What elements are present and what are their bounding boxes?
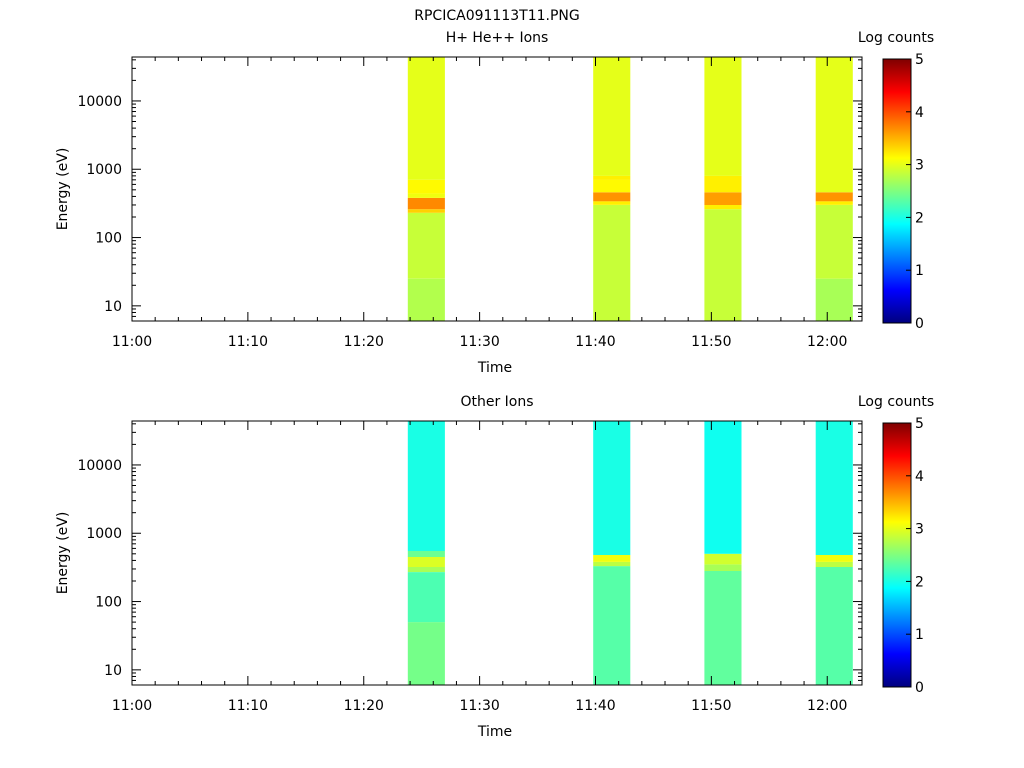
colorbar-tick-label: 2 [915,210,924,226]
spectrogram-cell [593,421,631,555]
y-tick-label: 10000 [77,458,122,474]
spectrogram-cell [407,572,445,623]
y-tick-label: 10 [104,663,122,679]
colorbar-tick-label: 3 [915,158,924,174]
x-tick-label: 11:00 [112,334,152,350]
spectrogram-cell [815,561,853,567]
spectrogram-cell [407,622,445,685]
spectrogram-cell [704,553,742,565]
spectrogram-cell [704,192,742,205]
x-tick-label: 11:50 [691,334,731,350]
x-tick-label: 11:20 [344,698,384,714]
colorbar-tick-label: 0 [915,680,924,696]
x-tick-label: 11:50 [691,698,731,714]
panel-other-ions: 11:00 11:10 11:20 11:30 11:40 11:50 12:0010100… [55,394,934,740]
spectrogram-cell [593,192,631,202]
colorbar [882,422,912,688]
spectrogram-cell [593,175,631,180]
y-tick-label: 10 [104,299,122,315]
spectrogram-cell [593,561,631,567]
spectrogram-cells [407,57,853,321]
spectrogram-cell [704,209,742,321]
spectrogram-cell [704,175,742,193]
colorbar-tick-label: 4 [915,469,924,485]
spectrogram-cell [407,193,445,198]
x-tick-label: 11:40 [575,334,615,350]
spectrogram-cell [407,57,445,180]
colorbar-tick-label: 5 [915,52,924,68]
x-tick-label: 12:00 [807,698,847,714]
spectrogram-cell [407,551,445,557]
spectrogram-cell [593,57,631,176]
x-tick-label: 11:10 [228,334,268,350]
spectrogram-cell [407,212,445,279]
x-tick-label: 11:00 [112,698,152,714]
colorbar-label: Log counts [858,30,934,46]
y-tick-label: 1000 [86,526,122,542]
spectrogram-cell [407,179,445,194]
x-tick-label: 11:30 [459,334,499,350]
panel-h-he-ions: 11:00 11:10 11:20 11:30 11:40 11:50 12:0010100… [55,30,934,376]
y-tick-label: 10000 [77,94,122,110]
spectrogram-cell [815,421,853,555]
spectrogram-cell [815,555,853,562]
colorbar-tick-label: 1 [915,627,924,643]
spectrogram-cells [407,421,853,685]
spectrogram-cell [815,567,853,685]
spectrogram-cell [593,566,631,685]
spectrogram-cell [704,205,742,210]
spectrogram-cell [407,278,445,321]
spectrogram-cell [815,192,853,202]
colorbar [882,58,912,324]
panel-title: H+ He++ Ions [446,30,549,46]
x-axis-label: Time [477,724,512,740]
colorbar-tick-label: 1 [915,263,924,279]
colorbar-tick-label: 5 [915,416,924,432]
spectrogram-cell [593,201,631,205]
colorbar-tick-label: 0 [915,316,924,332]
spectrogram-cell [593,205,631,321]
y-tick-label: 1000 [86,162,122,178]
y-tick-label: 100 [95,231,122,247]
colorbar-tick-label: 3 [915,522,924,538]
y-axis-label: Energy (eV) [55,148,71,231]
x-tick-label: 11:10 [228,698,268,714]
x-tick-label: 11:20 [344,334,384,350]
spectrogram-cell [407,197,445,210]
spectrogram-cell [704,564,742,571]
x-tick-label: 12:00 [807,334,847,350]
colorbar-label: Log counts [858,394,934,410]
y-axis-label: Energy (eV) [55,512,71,595]
panel-title: Other Ions [460,394,533,410]
spectrogram-cell [407,567,445,572]
x-axis-label: Time [477,360,512,376]
x-tick-label: 11:30 [459,698,499,714]
spectrogram-cell [815,278,853,321]
y-tick-label: 100 [95,595,122,611]
spectrogram-cell [407,209,445,213]
page-title: RPCICA091113T11.PNG [414,8,579,24]
spectrogram-cell [815,201,853,205]
spectrogram-cell [407,421,445,551]
spectrogram-cell [704,571,742,685]
spectrogram-cell [593,179,631,193]
spectrogram-cell [704,57,742,176]
spectrogram-cell [704,421,742,554]
colorbar-tick-label: 2 [915,574,924,590]
spectrogram-cell [593,555,631,562]
spectrogram-cell [407,556,445,567]
spectrogram-cell [815,205,853,279]
plot-frame [131,420,863,686]
colorbar-tick-label: 4 [915,105,924,121]
spectrogram-cell [815,57,853,193]
x-tick-label: 11:40 [575,698,615,714]
plot-frame [131,56,863,322]
